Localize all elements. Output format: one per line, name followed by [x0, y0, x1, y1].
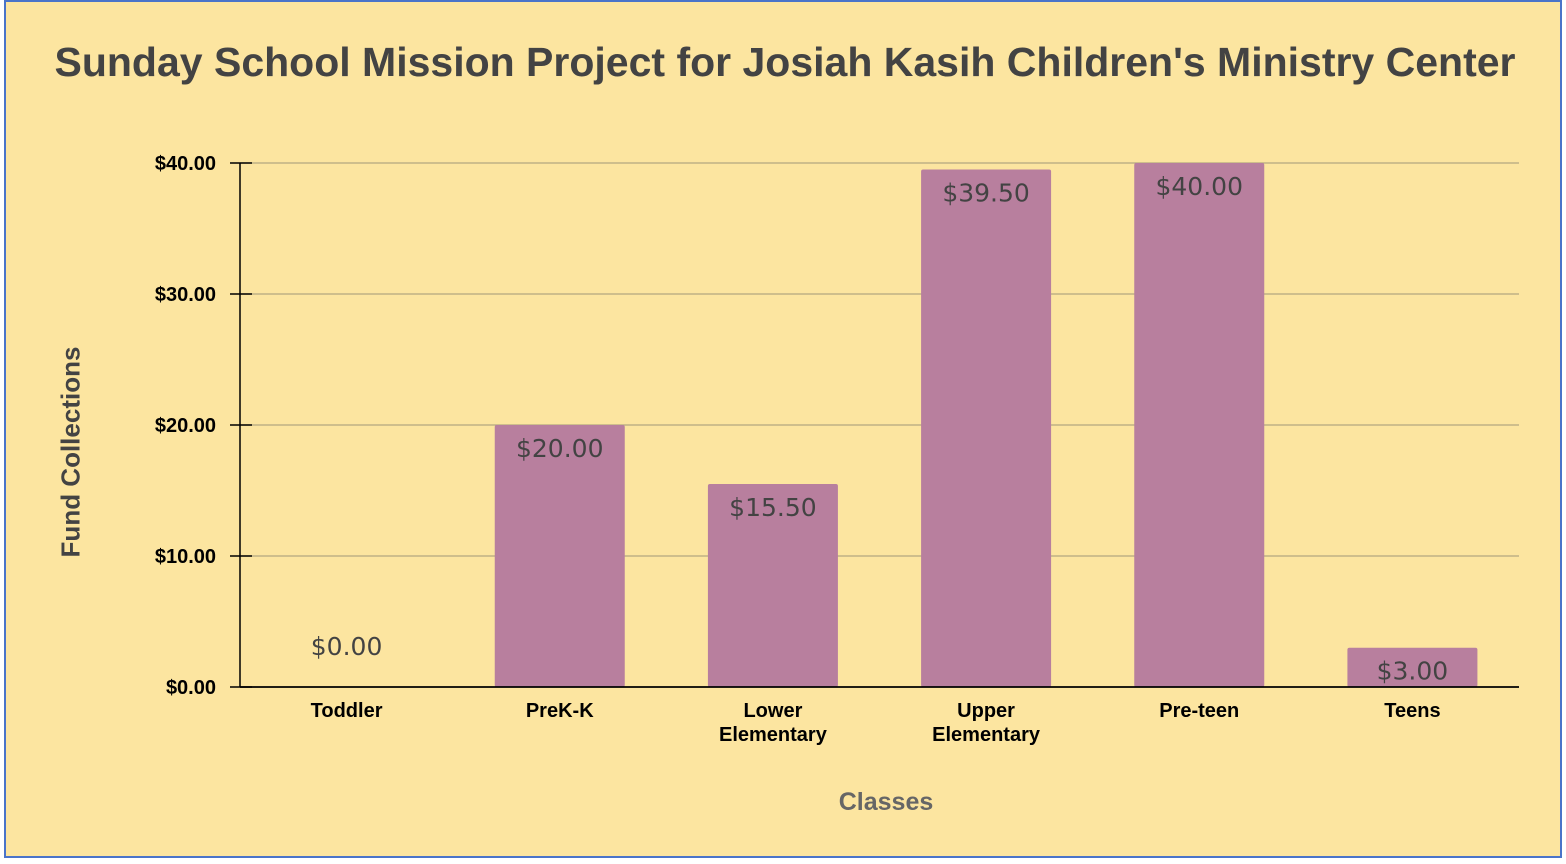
bar: [707, 483, 838, 687]
data-label: $20.00: [516, 434, 603, 463]
x-tick-label-line: Toddler: [311, 700, 383, 722]
x-tick-label-line: Teens: [1384, 700, 1440, 722]
x-tick-label-line: PreK-K: [526, 700, 594, 722]
x-tick-label-line: Lower: [743, 700, 802, 722]
x-tick-label-line: Pre-teen: [1159, 700, 1239, 722]
data-label: $0.00: [311, 632, 383, 661]
x-tick-label: PreK-K: [526, 700, 594, 722]
x-tick-label: Lower Elementary: [719, 700, 828, 746]
y-tick-label: $30.00: [155, 284, 216, 306]
data-label: $39.50: [942, 179, 1029, 208]
bar: [494, 425, 625, 687]
bar: [1347, 647, 1478, 687]
chart-title: Sunday School Mission Project for Josiah…: [54, 39, 1516, 85]
bar: [921, 169, 1052, 688]
x-axis-label: Classes: [838, 788, 934, 816]
x-tick-label-line: Upper: [957, 700, 1015, 722]
bar: [1134, 163, 1265, 687]
y-tick-label: $10.00: [155, 546, 216, 568]
y-tick-label: $40.00: [155, 153, 216, 175]
x-tick-label: Teens: [1384, 700, 1440, 722]
data-label: $3.00: [1377, 657, 1449, 686]
chart-frame: Sunday School Mission Project for Josiah…: [4, 0, 1562, 858]
x-tick-label: Upper Elementary: [932, 700, 1041, 746]
data-label: $15.50: [729, 493, 816, 522]
data-label: $40.00: [1156, 172, 1243, 201]
x-tick-label-line: Elementary: [719, 724, 828, 746]
x-tick-label: Toddler: [311, 700, 383, 722]
y-tick-label: $0.00: [166, 677, 216, 699]
x-tick-label: Pre-teen: [1159, 700, 1239, 722]
y-tick-label: $20.00: [155, 415, 216, 437]
x-tick-label-line: Elementary: [932, 724, 1041, 746]
